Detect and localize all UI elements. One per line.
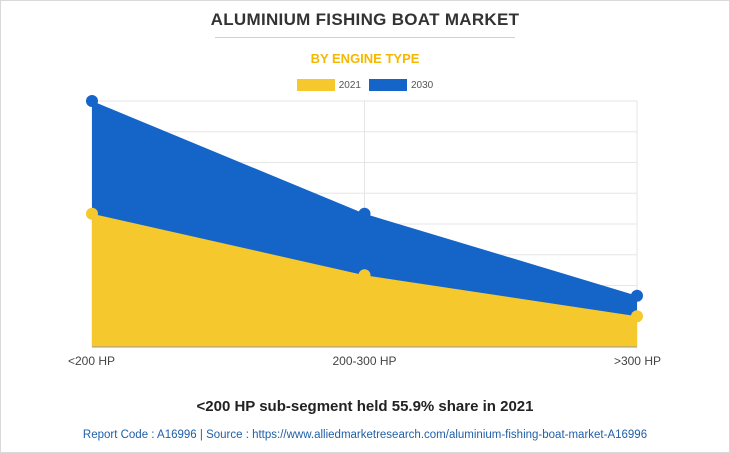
data-point-2021[interactable] xyxy=(358,269,371,282)
legend-swatch-2030 xyxy=(369,79,407,91)
x-tick-label: 200-300 HP xyxy=(332,354,396,368)
legend-item-2021[interactable]: 2021 xyxy=(296,79,361,91)
chart-subtitle: BY ENGINE TYPE xyxy=(310,51,420,66)
legend-label-2021: 2021 xyxy=(338,79,361,91)
data-point-2021[interactable] xyxy=(86,207,98,220)
x-tick-label: <200 HP xyxy=(68,354,115,368)
chart-legend: 2021 2030 xyxy=(0,79,730,91)
legend-swatch-2021 xyxy=(296,79,335,91)
data-points xyxy=(86,95,643,323)
title-divider xyxy=(215,37,515,38)
data-point-2030[interactable] xyxy=(86,95,98,107)
x-axis: <200 HP 200-300 HP >300 HP xyxy=(68,346,661,368)
legend-item-2030[interactable]: 2030 xyxy=(369,79,433,91)
data-point-2030[interactable] xyxy=(358,207,371,220)
x-tick-label: >300 HP xyxy=(614,354,661,368)
data-point-2030[interactable] xyxy=(631,289,643,302)
chart-title: ALUMINIUM FISHING BOAT MARKET xyxy=(210,10,520,29)
footer-source: Report Code : A16996 | Source : https://… xyxy=(82,429,648,441)
data-point-2021[interactable] xyxy=(631,310,643,323)
footer-headline: <200 HP sub-segment held 55.9% share in … xyxy=(196,398,534,415)
legend-label-2030: 2030 xyxy=(411,79,434,91)
